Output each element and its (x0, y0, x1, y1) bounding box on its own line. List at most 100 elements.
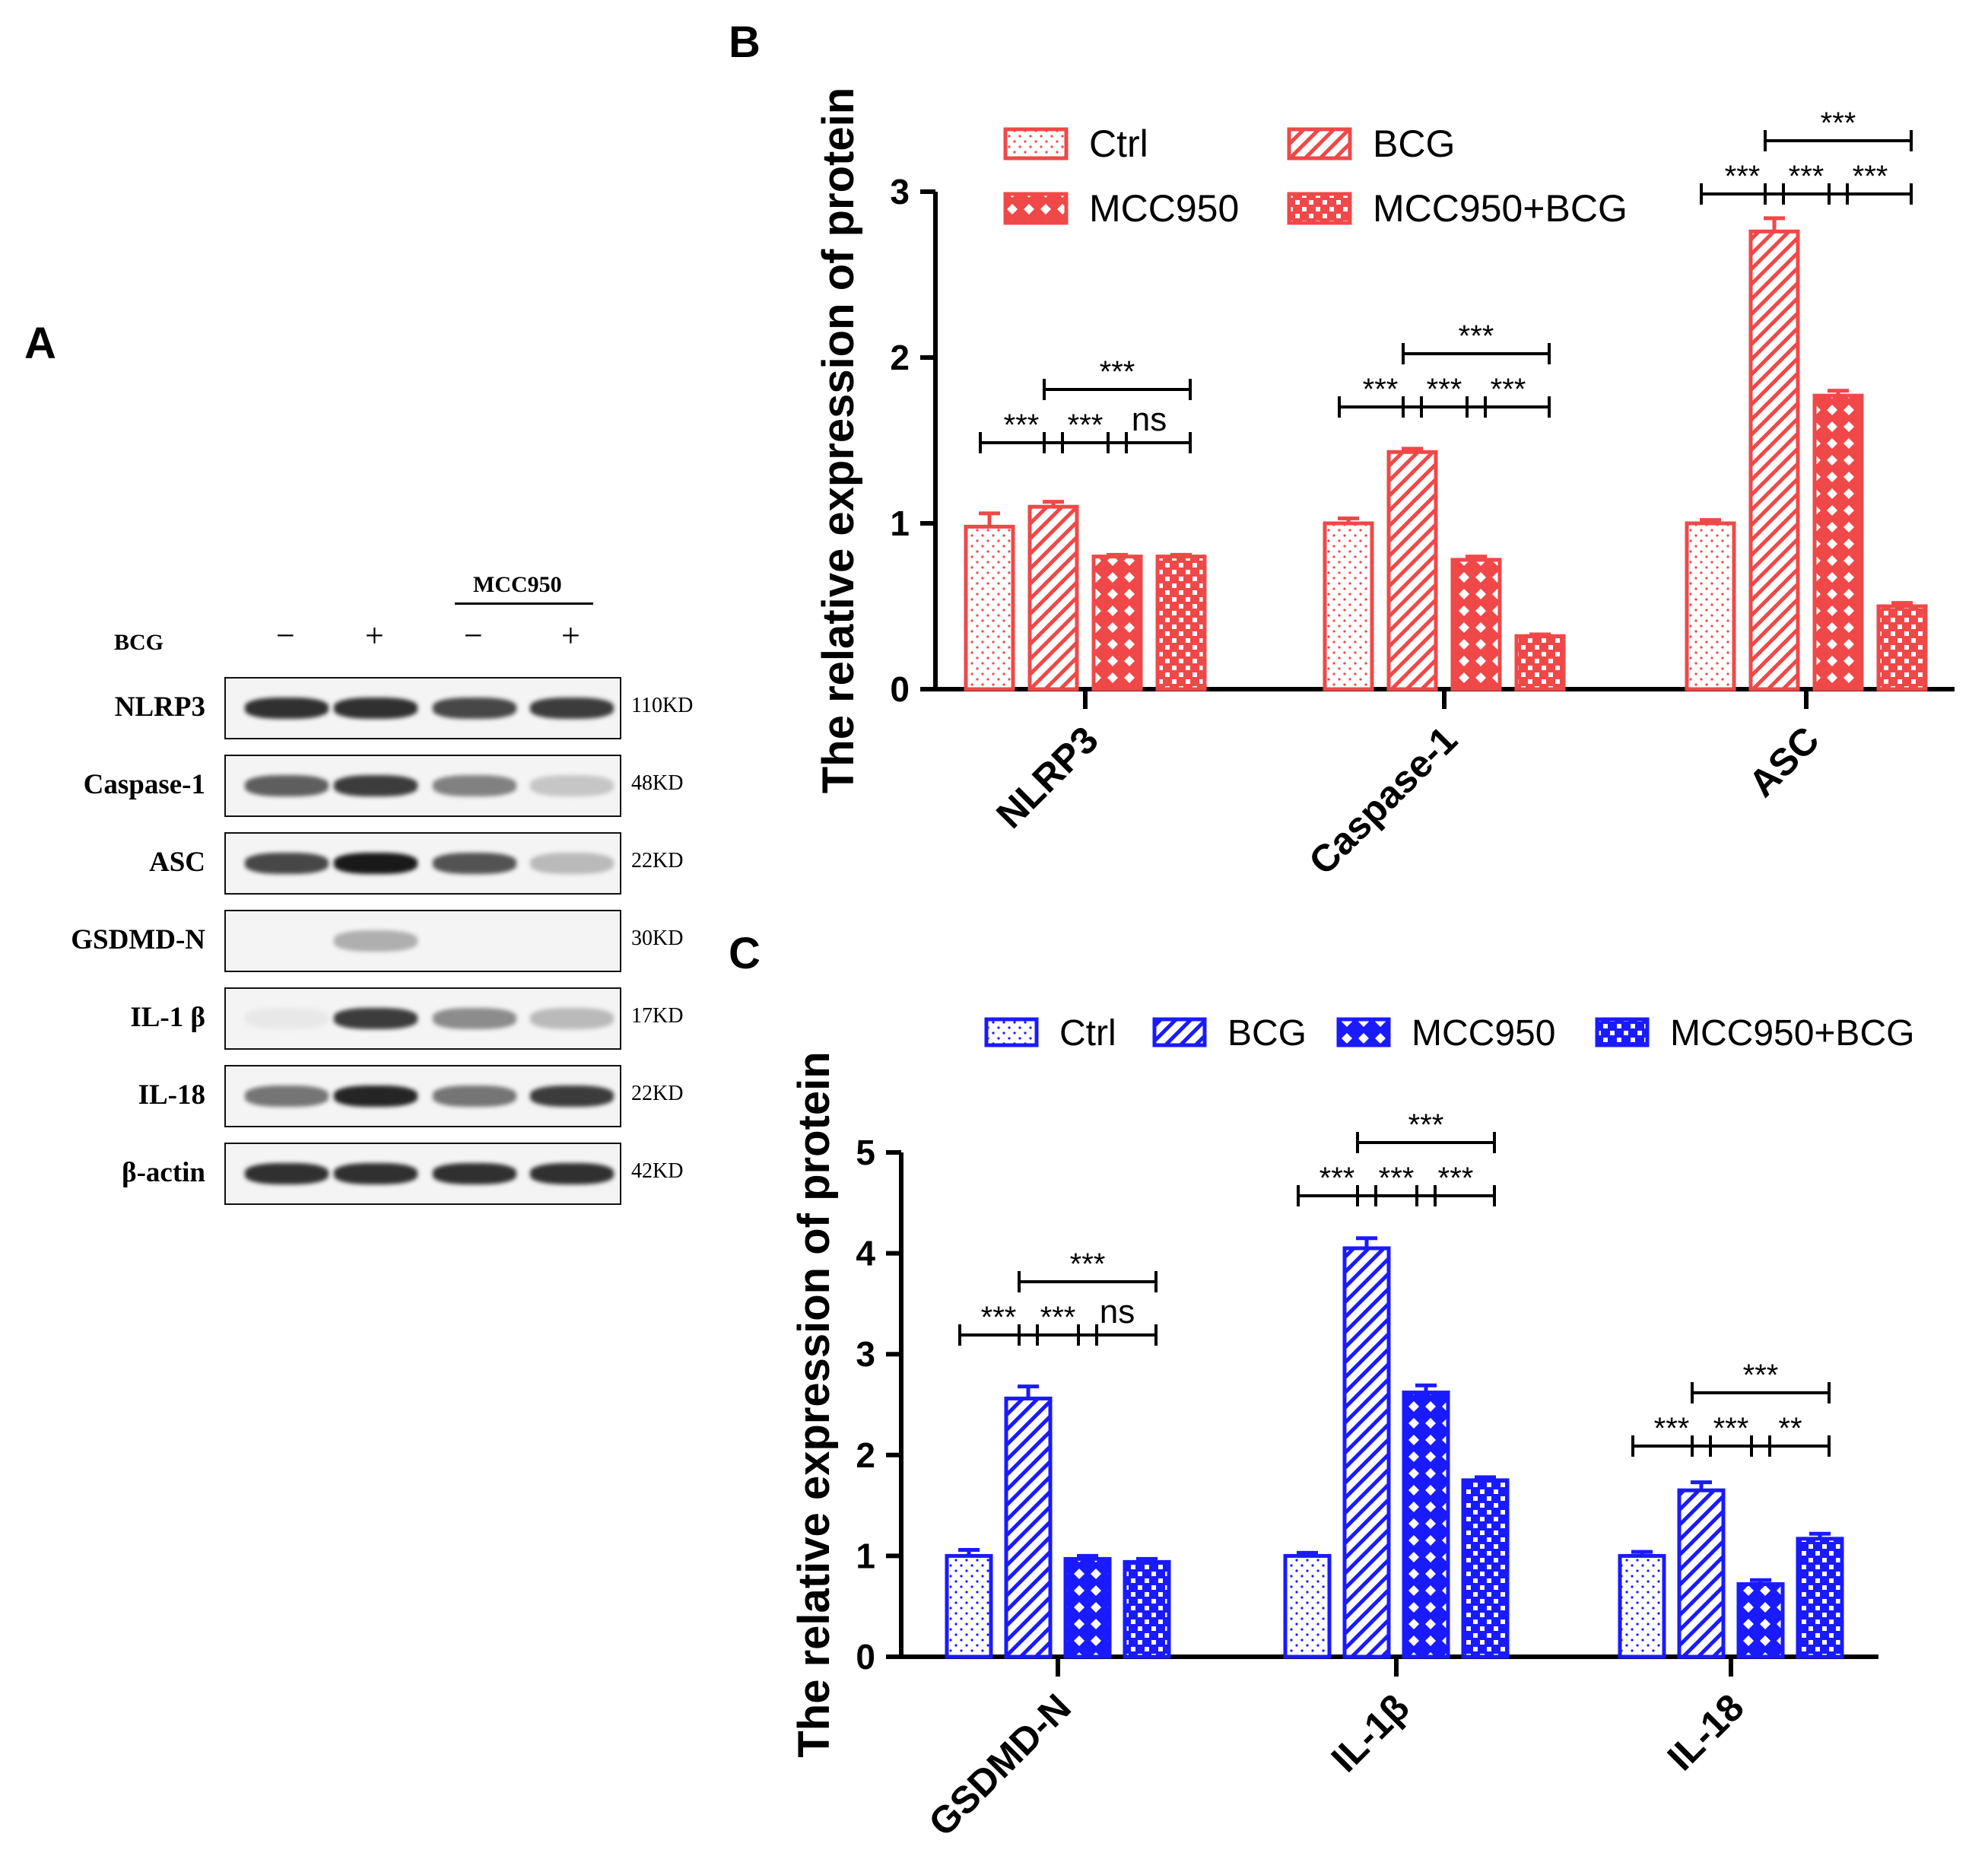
blot-strip (224, 755, 621, 817)
blot-band (245, 1085, 329, 1107)
blot-strip (224, 987, 621, 1050)
y-tick-label: 2 (856, 1435, 875, 1475)
bar (1123, 1559, 1171, 1659)
sig-label: *** (1040, 1301, 1076, 1334)
bar (1796, 1537, 1844, 1659)
sig-label: *** (1363, 373, 1399, 406)
blot-kd-label: 42KD (631, 1159, 684, 1183)
bar (1063, 1556, 1112, 1659)
x-tick-label: Caspase-1 (1300, 718, 1465, 882)
blot-band (433, 775, 516, 796)
blot-kd-label: 48KD (631, 771, 684, 795)
blot-band (433, 1163, 516, 1184)
blot-band (334, 853, 418, 874)
legend-swatch (1595, 1017, 1650, 1047)
x-tick-label: ASC (1741, 718, 1828, 805)
wb-lane-sign: − (464, 617, 483, 654)
blot-band (433, 1008, 516, 1029)
blot-band (433, 853, 516, 874)
legend-swatch (1003, 192, 1069, 225)
sig-label: *** (1427, 373, 1462, 406)
wb-treatment-label: BCG (114, 630, 164, 655)
bar (1450, 558, 1502, 691)
blot-band (245, 775, 329, 796)
blot-row-label: IL-1 β (130, 1002, 205, 1033)
y-tick-label: 4 (856, 1234, 875, 1273)
blot-band (433, 698, 516, 719)
blot-band (334, 1085, 418, 1107)
blot-strip (224, 910, 621, 972)
legend-label: MCC950 (1412, 1013, 1555, 1054)
sig-label: *** (1821, 106, 1856, 140)
bar (1812, 393, 1864, 691)
blot-band (245, 698, 329, 719)
blot-band (530, 1085, 614, 1107)
sig-label: *** (1459, 319, 1494, 353)
legend-label: Ctrl (1059, 1013, 1116, 1054)
sig-label: *** (1789, 160, 1824, 193)
sig-label: *** (1100, 355, 1135, 389)
bar (1004, 1397, 1053, 1659)
bar (1342, 1246, 1391, 1659)
legend-label: MCC950+BCG (1373, 187, 1628, 230)
blot-band (245, 1163, 329, 1184)
blot-band (433, 1085, 516, 1107)
sig-label: *** (1725, 160, 1761, 193)
x-tick-label: IL-1β (1323, 1686, 1418, 1780)
blot-row-label: GSDMD-N (71, 924, 205, 955)
chart-b: 0 1 2 3 The relative expression of protein NL… (814, 87, 1955, 883)
blot-band (334, 775, 418, 796)
y-tick-label: 0 (856, 1637, 875, 1677)
y-tick-label: 1 (856, 1536, 875, 1575)
wb-lane-sign: − (276, 617, 295, 654)
bar (1736, 1582, 1785, 1659)
bar (1091, 555, 1143, 691)
sig-label: *** (1743, 1359, 1779, 1392)
y-tick-label: 3 (856, 1334, 875, 1374)
blot-band (530, 853, 614, 874)
blot-row-label: IL-18 (138, 1079, 205, 1111)
blot-band (530, 1008, 614, 1029)
sig-label: *** (1070, 1248, 1106, 1281)
bar (1027, 504, 1079, 691)
blot-band (530, 1163, 614, 1184)
bar (1283, 1553, 1332, 1659)
bar (1323, 521, 1374, 691)
chart-c: 0 1 2 3 4 5 The relative expression of protein… (789, 1013, 1914, 1845)
bar (1876, 604, 1928, 691)
blot-row-label: NLRP3 (114, 691, 205, 723)
x-tick-label: GSDMD-N (920, 1686, 1079, 1845)
bar (1618, 1553, 1666, 1659)
sig-label: *** (981, 1301, 1017, 1334)
sig-label: ** (1778, 1412, 1802, 1445)
western-blot-panel: MCC950 BCG − + − + NLRP3 110KD Caspase-1 48KD ASC 2… (0, 0, 761, 1869)
legend-swatch (1152, 1017, 1207, 1047)
blot-strip (224, 677, 621, 739)
blot-strip (224, 832, 621, 895)
bar (1386, 450, 1438, 691)
wb-inhibitor-bar (455, 602, 593, 605)
blot-kd-label: 22KD (631, 1082, 684, 1105)
blot-kd-label: 17KD (631, 1004, 684, 1028)
wb-lane-sign: + (561, 617, 580, 654)
y-tick-label: 0 (890, 669, 910, 709)
bar (1461, 1478, 1510, 1659)
y-tick-label: 3 (890, 172, 910, 211)
sig-label: *** (1438, 1162, 1474, 1195)
blot-band (334, 930, 418, 952)
blot-row-label: Caspase-1 (83, 769, 205, 800)
bar (1514, 634, 1566, 691)
wb-inhibitor-label: MCC950 (473, 572, 562, 597)
legend-label: MCC950+BCG (1670, 1013, 1914, 1054)
blot-strip (224, 1065, 621, 1127)
blot-band (334, 1008, 418, 1029)
blot-band (334, 698, 418, 719)
blot-strip (224, 1143, 621, 1205)
blot-band (530, 698, 614, 719)
sig-label: *** (1654, 1412, 1690, 1445)
sig-label: *** (1713, 1412, 1749, 1445)
bar (945, 1553, 993, 1659)
sig-label: *** (1408, 1108, 1444, 1142)
legend-swatch (1336, 1017, 1391, 1047)
panel-label-b: B (729, 17, 761, 67)
